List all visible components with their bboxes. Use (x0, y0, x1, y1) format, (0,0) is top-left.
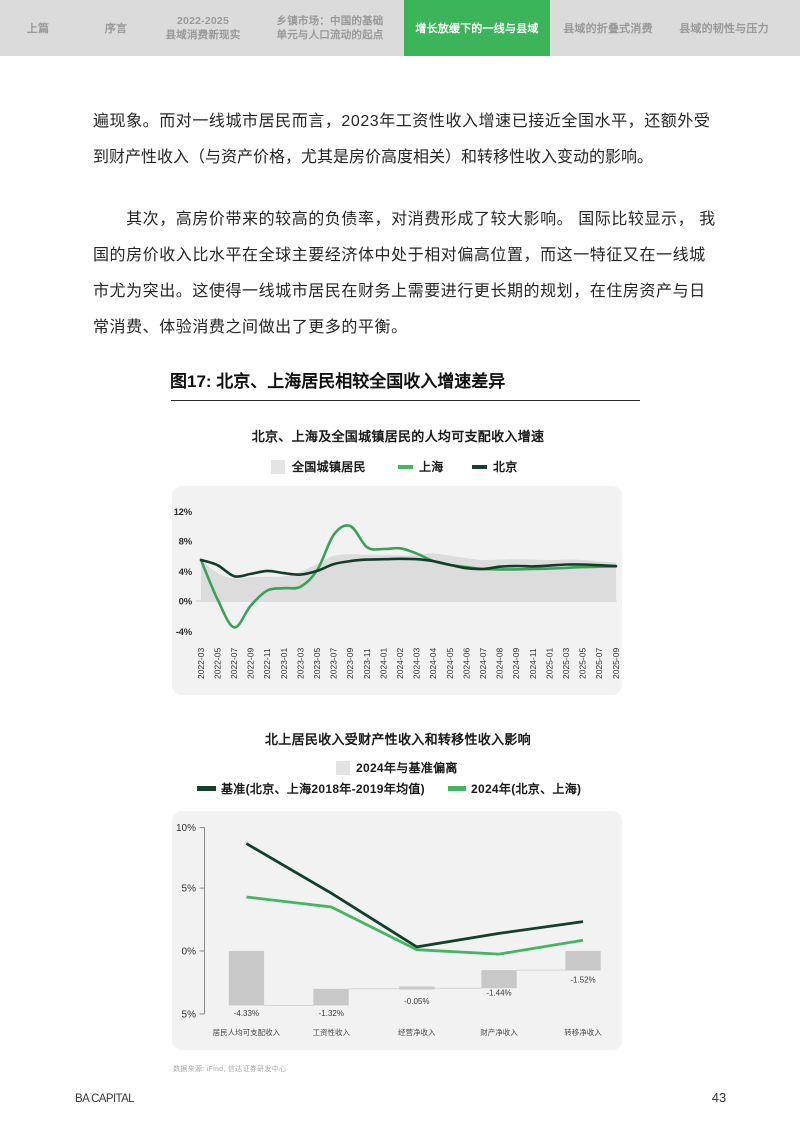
svg-text:转移净收入: 转移净收入 (564, 1027, 602, 1037)
svg-text:2024-06: 2024-06 (461, 648, 471, 679)
svg-text:2024-07: 2024-07 (478, 648, 488, 679)
svg-text:-4%: -4% (176, 627, 193, 638)
svg-text:2025-07: 2025-07 (594, 648, 604, 679)
svg-text:财产净收入: 财产净收入 (480, 1027, 518, 1037)
svg-text:-1.32%: -1.32% (319, 1009, 344, 1018)
svg-text:4%: 4% (179, 567, 193, 578)
svg-text:2023-01: 2023-01 (279, 648, 289, 679)
svg-text:2024-09: 2024-09 (511, 648, 521, 679)
svg-text:2022-03: 2022-03 (196, 648, 206, 679)
svg-text:经营净收入: 经营净收入 (398, 1027, 436, 1037)
svg-text:-0.05%: -0.05% (404, 997, 429, 1006)
svg-text:2024-01: 2024-01 (378, 648, 388, 679)
svg-text:2025-09: 2025-09 (611, 648, 621, 679)
svg-text:-1.52%: -1.52% (570, 976, 595, 985)
svg-text:2024-03: 2024-03 (412, 648, 422, 679)
svg-text:2022-09: 2022-09 (246, 648, 256, 679)
svg-text:居民人均可支配收入: 居民人均可支配收入 (213, 1027, 281, 1037)
svg-text:2023-05: 2023-05 (312, 648, 322, 679)
svg-text:2024-04: 2024-04 (428, 648, 438, 679)
svg-text:8%: 8% (179, 536, 193, 547)
svg-text:2024-02: 2024-02 (395, 648, 405, 679)
svg-text:10%: 10% (176, 823, 196, 834)
svg-text:2024-08: 2024-08 (495, 648, 505, 679)
svg-text:2022-05: 2022-05 (212, 648, 222, 679)
svg-text:2023-09: 2023-09 (345, 648, 355, 679)
svg-text:2024-05: 2024-05 (445, 648, 455, 679)
svg-text:-1.44%: -1.44% (486, 989, 511, 998)
svg-text:2023-11: 2023-11 (362, 648, 372, 679)
svg-text:5%: 5% (182, 1009, 197, 1020)
svg-text:2025-05: 2025-05 (578, 648, 588, 679)
svg-text:2022-11: 2022-11 (262, 648, 272, 679)
svg-text:5%: 5% (182, 884, 197, 895)
svg-text:2022-07: 2022-07 (229, 648, 239, 679)
svg-text:2025-03: 2025-03 (561, 648, 571, 679)
svg-text:12%: 12% (174, 507, 193, 518)
svg-text:2023-07: 2023-07 (329, 648, 339, 679)
svg-text:2025-01: 2025-01 (544, 648, 554, 679)
svg-text:-4.33%: -4.33% (234, 1009, 259, 1018)
svg-text:0%: 0% (182, 947, 197, 958)
svg-text:工资性收入: 工资性收入 (313, 1027, 351, 1037)
svg-text:0%: 0% (179, 597, 193, 608)
svg-text:2023-03: 2023-03 (295, 648, 305, 679)
svg-text:2024-11: 2024-11 (528, 648, 538, 679)
